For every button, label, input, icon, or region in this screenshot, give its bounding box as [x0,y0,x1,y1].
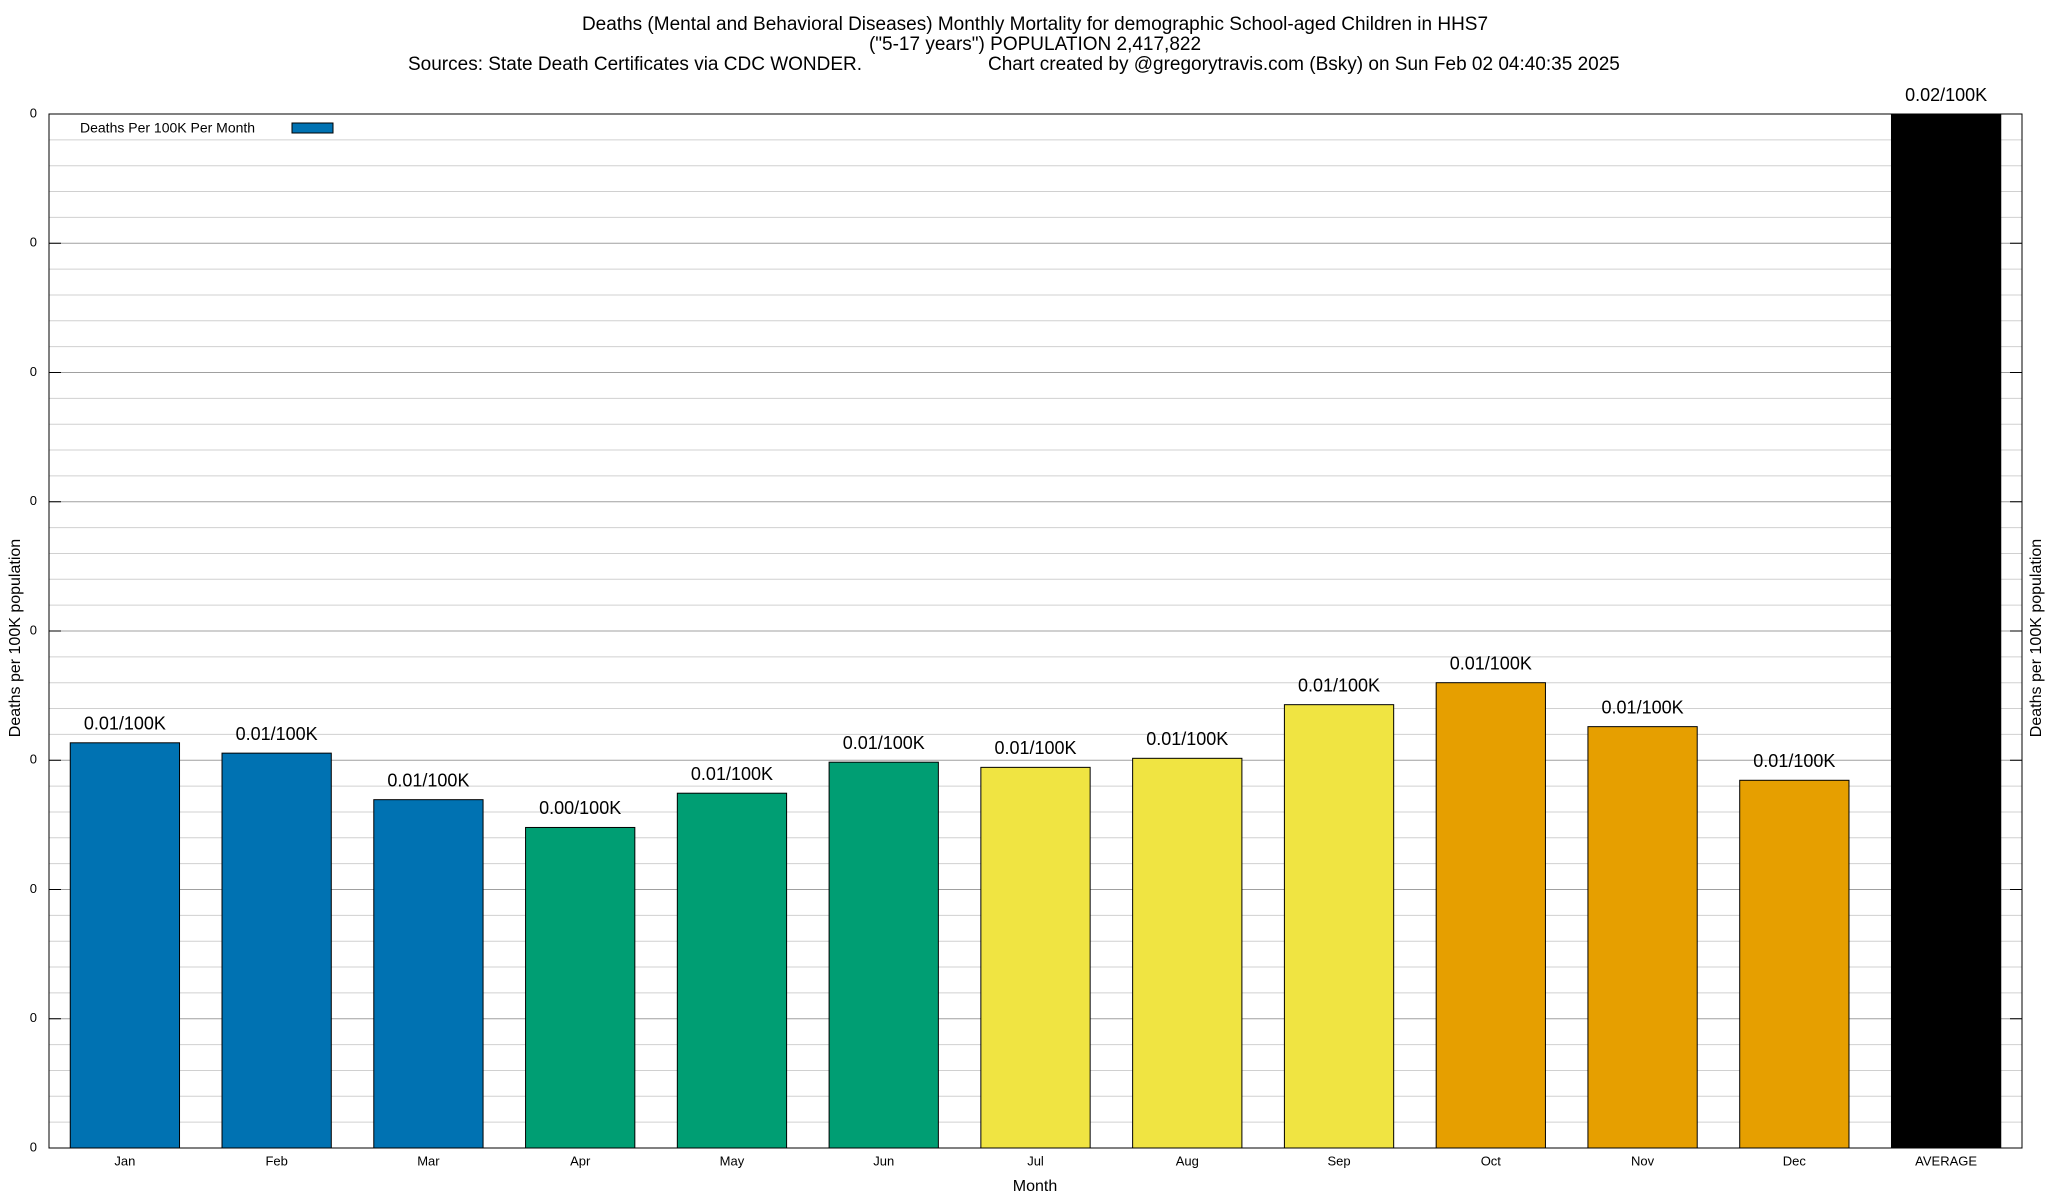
x-tick-label: Feb [265,1153,287,1168]
x-tick-label: Aug [1176,1153,1199,1168]
x-tick-label: Mar [417,1153,440,1168]
chart-source: Sources: State Death Certificates via CD… [408,54,862,75]
y-tick-label: 0 [30,752,37,767]
value-label: 0.01/100K [994,738,1076,758]
y-tick-label: 0 [30,364,37,379]
value-label: 0.00/100K [539,798,621,818]
y-tick-label: 0 [30,881,37,896]
bar [1132,757,1243,1149]
x-tick-label: Apr [570,1153,591,1168]
legend-label: Deaths Per 100K Per Month [80,120,255,136]
legend-swatch [291,122,334,134]
bar [1890,113,2002,1149]
value-label: 0.01/100K [1753,751,1835,771]
value-label: 0.02/100K [1905,85,1987,105]
x-tick-label: Oct [1481,1153,1502,1168]
x-tick-label: Jan [114,1153,135,1168]
chart-credit: Chart created by @gregorytravis.com (Bsk… [988,54,1620,75]
bar [1587,726,1698,1149]
value-label: 0.01/100K [1602,697,1684,717]
bar [1435,682,1546,1149]
x-tick-label: Sep [1327,1153,1350,1168]
chart-subtitle: ("5-17 years") POPULATION 2,417,822 [869,34,1201,55]
x-tick-label: Jul [1027,1153,1044,1168]
y-tick-label: 0 [30,1010,37,1025]
bar [1739,779,1850,1149]
bar [980,766,1091,1149]
value-label: 0.01/100K [1450,653,1532,673]
value-label: 0.01/100K [84,714,166,734]
bar [828,761,939,1149]
bar [373,799,484,1149]
x-tick-label: Nov [1631,1153,1655,1168]
x-axis-label: Month [1013,1178,1057,1195]
value-label: 0.01/100K [236,724,318,744]
value-label: 0.01/100K [387,770,469,790]
plot-frame [48,113,2023,1149]
bar [221,752,332,1149]
y-tick-label: 0 [30,493,37,508]
chart-title: Deaths (Mental and Behavioral Diseases) … [582,14,1488,35]
x-tick-label: AVERAGE [1915,1153,1977,1168]
value-label: 0.01/100K [843,733,925,753]
bar [676,792,788,1149]
x-tick-label: Dec [1783,1153,1807,1168]
bar [69,742,181,1149]
value-label: 0.01/100K [691,764,773,784]
bar [1283,704,1395,1149]
value-label: 0.01/100K [1298,675,1380,695]
y-tick-label: 0 [30,235,37,250]
value-label: 0.01/100K [1146,729,1228,749]
x-tick-label: Jun [873,1153,894,1168]
y-tick-label: 0 [30,1139,37,1154]
y-tick-label: 0 [30,105,37,120]
bar [525,826,636,1149]
y-axis-label: Deaths per 100K population [7,539,24,737]
x-tick-label: May [720,1153,745,1168]
y-tick-label: 0 [30,622,37,637]
y2-axis-label: Deaths per 100K population [2028,539,2045,737]
